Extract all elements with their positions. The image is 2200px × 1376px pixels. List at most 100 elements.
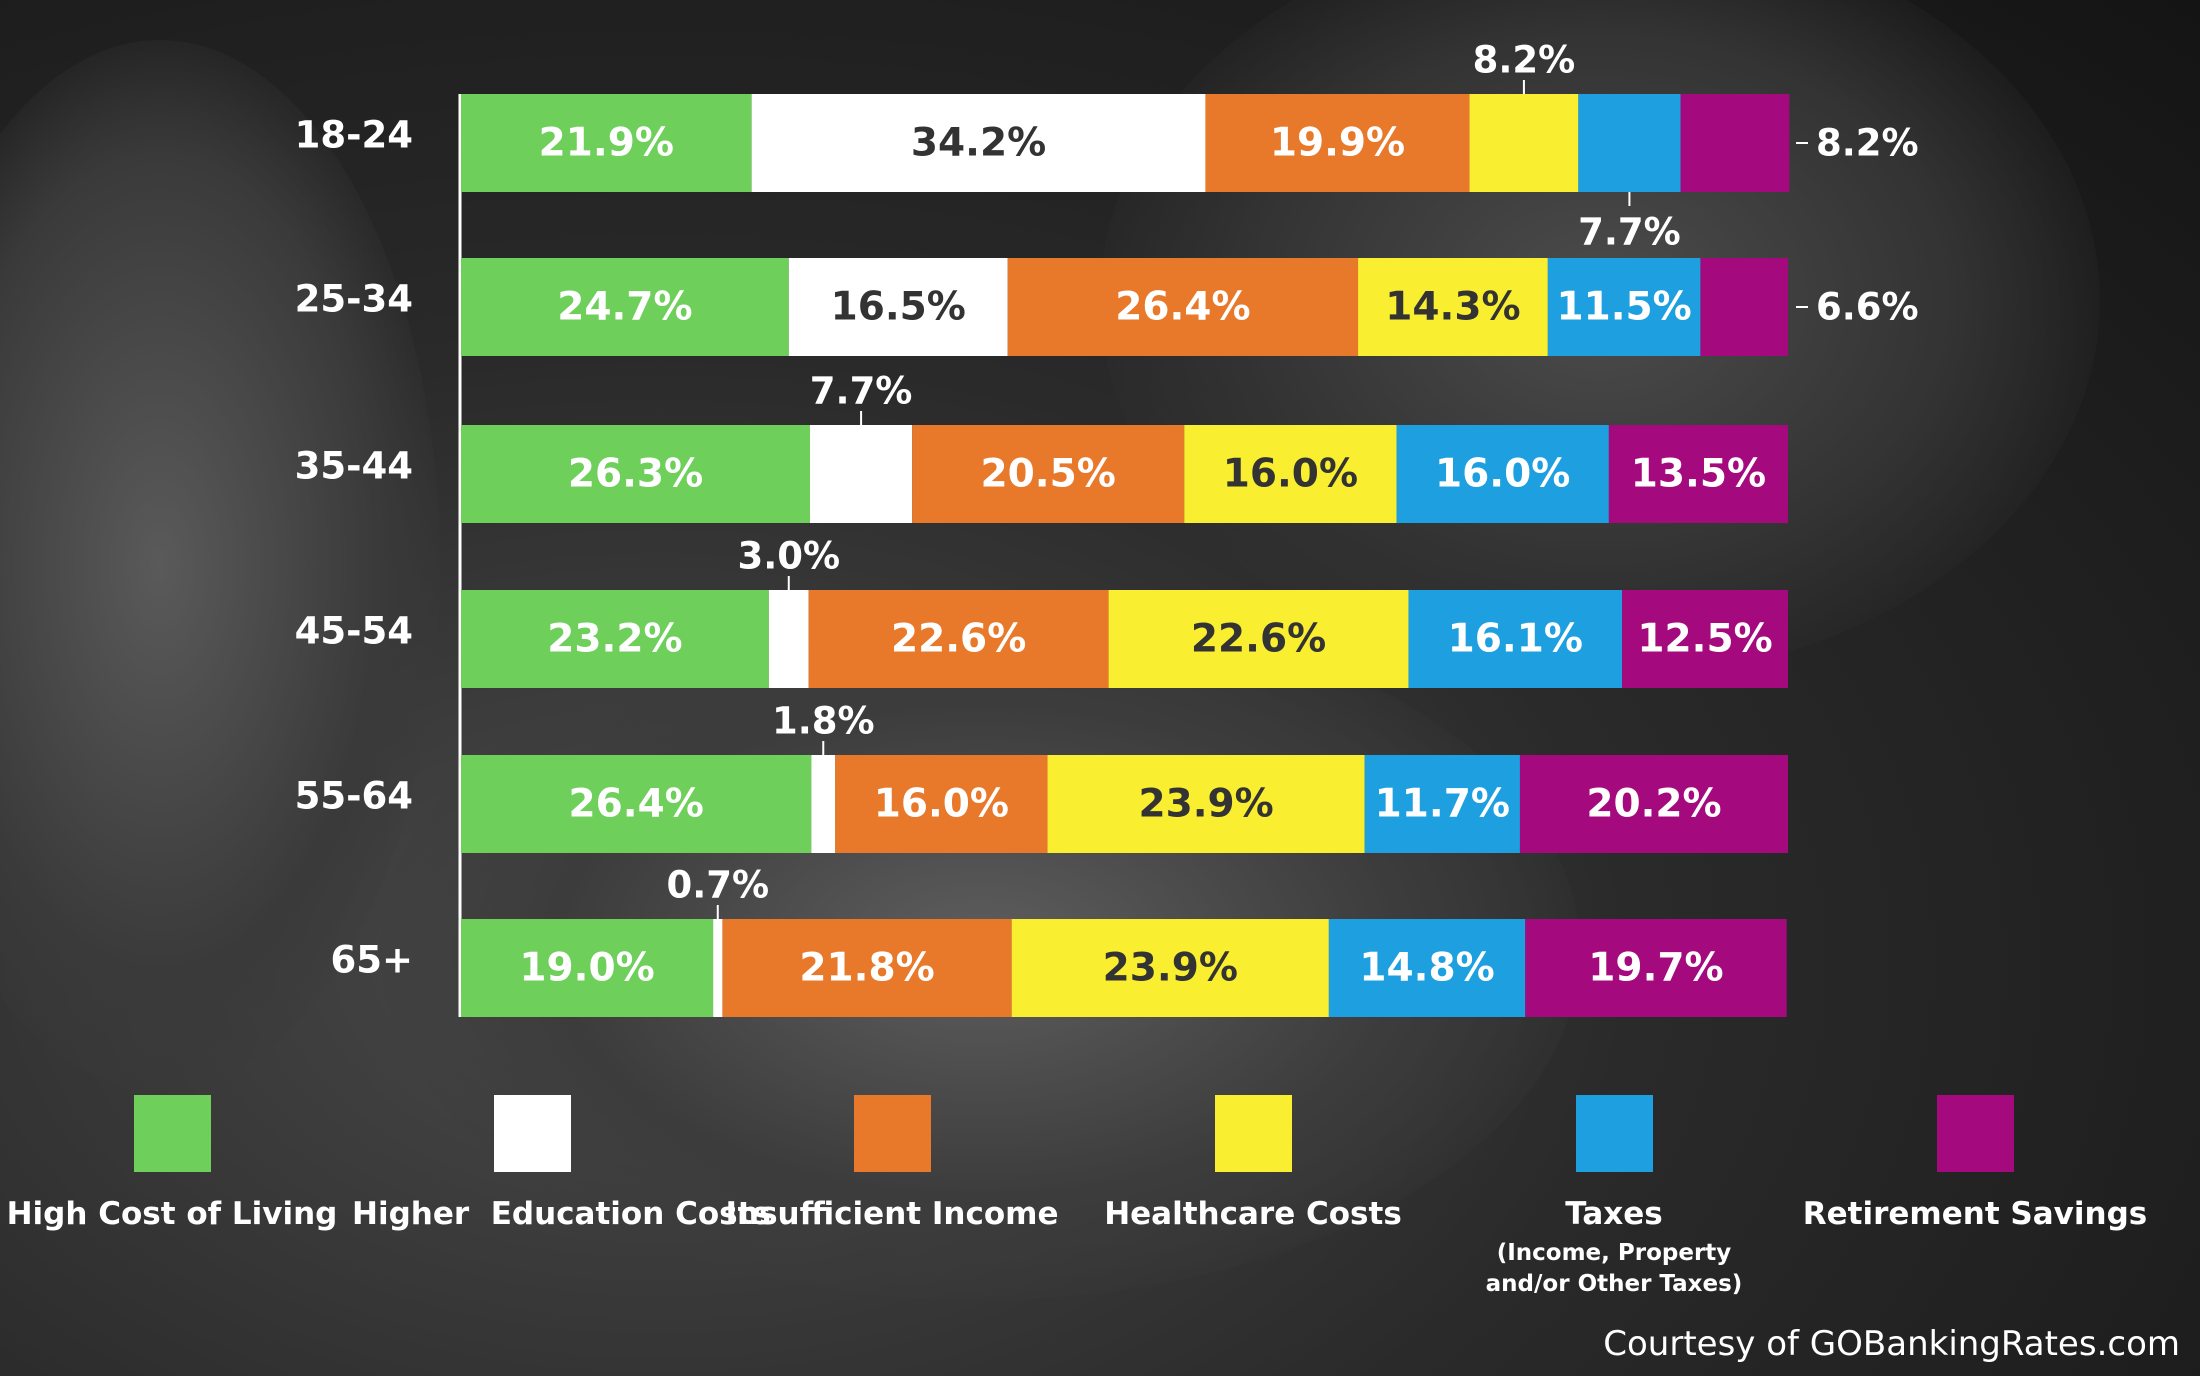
bar-insufficient-income-55-64 (835, 755, 1048, 853)
legend-label-high-cost-of-living: High Cost of Living (6, 1196, 338, 1232)
bar-taxes-25-34 (1547, 258, 1701, 356)
data-label-high-cost-of-living-45-54: 23.2% (547, 617, 682, 662)
legend-swatch-high-cost-of-living (133, 1095, 211, 1172)
bar-healthcare-costs-35-44 (1184, 425, 1397, 523)
data-label-taxes-65: 14.8% (1359, 946, 1494, 991)
bar-healthcare-costs-55-64 (1047, 755, 1365, 853)
legend-item-higher-education-costs: Higher Education Costs (352, 1095, 771, 1232)
bar-healthcare-costs-25-34 (1358, 258, 1548, 356)
y-tick-label-65: 65+ (331, 939, 414, 982)
legend-item-high-cost-of-living: High Cost of Living (0, 1095, 352, 1232)
data-label-insufficient-income-65: 21.8% (799, 946, 934, 991)
bar-healthcare-costs-45-54 (1108, 590, 1409, 688)
data-label-high-cost-of-living-65: 19.0% (519, 946, 654, 991)
legend-label-insufficient-income: Insufficient Income (725, 1196, 1059, 1232)
bar-taxes-65 (1328, 919, 1526, 1017)
data-label-healthcare-costs-18-24: 8.2% (1473, 39, 1576, 82)
bar-retirement-savings-35-44 (1608, 425, 1788, 523)
bar-high-cost-of-living-55-64 (461, 755, 812, 853)
bar-retirement-savings-25-34 (1700, 258, 1788, 356)
bar-healthcare-costs-18-24 (1469, 94, 1579, 192)
data-label-retirement-savings-25-34: 6.6% (1816, 286, 1919, 329)
legend-swatch-higher-education-costs (493, 1095, 571, 1172)
data-label-higher-education-costs-18-24: 34.2% (911, 121, 1046, 166)
legend-item-healthcare-costs: Healthcare Costs (1073, 1095, 1433, 1232)
bar-higher-education-costs-45-54 (768, 590, 809, 688)
bar-retirement-savings-55-64 (1519, 755, 1788, 853)
bar-retirement-savings-65 (1525, 919, 1787, 1017)
data-label-higher-education-costs-45-54: 3.0% (737, 535, 840, 578)
bar-higher-education-costs-18-24 (751, 94, 1206, 192)
legend-swatch-healthcare-costs (1214, 1095, 1292, 1172)
bar-higher-education-costs-25-34 (788, 258, 1008, 356)
y-tick-label-45-54: 45-54 (295, 610, 413, 653)
bar-high-cost-of-living-45-54 (461, 590, 769, 688)
legend-swatch-insufficient-income (853, 1095, 931, 1172)
data-label-high-cost-of-living-35-44: 26.3% (568, 452, 703, 497)
bar-high-cost-of-living-65 (461, 919, 714, 1017)
data-label-healthcare-costs-25-34: 14.3% (1385, 285, 1520, 330)
bar-taxes-45-54 (1408, 590, 1623, 688)
bar-insufficient-income-25-34 (1007, 258, 1359, 356)
bar-healthcare-costs-65 (1011, 919, 1329, 1017)
data-label-retirement-savings-18-24: 8.2% (1816, 122, 1919, 165)
data-label-insufficient-income-35-44: 20.5% (981, 452, 1116, 497)
y-tick-label-35-44: 35-44 (295, 445, 413, 488)
data-label-high-cost-of-living-55-64: 26.4% (569, 782, 704, 827)
data-label-taxes-55-64: 11.7% (1375, 782, 1510, 827)
bar-insufficient-income-45-54 (808, 590, 1109, 688)
y-tick-label-25-34: 25-34 (295, 278, 413, 321)
bar-insufficient-income-35-44 (912, 425, 1185, 523)
data-label-insufficient-income-55-64: 16.0% (874, 782, 1009, 827)
data-label-retirement-savings-45-54: 12.5% (1637, 617, 1772, 662)
legend-item-taxes: Taxes (Income, Property and/or Other Tax… (1434, 1095, 1794, 1300)
bar-taxes-55-64 (1364, 755, 1520, 853)
data-label-healthcare-costs-65: 23.9% (1103, 946, 1238, 991)
data-label-higher-education-costs-65: 0.7% (666, 864, 769, 907)
legend-label-higher-education-costs: Higher Education Costs (352, 1196, 771, 1232)
bar-high-cost-of-living-35-44 (461, 425, 811, 523)
data-label-insufficient-income-45-54: 22.6% (891, 617, 1026, 662)
bar-retirement-savings-18-24 (1680, 94, 1790, 192)
bar-higher-education-costs-35-44 (810, 425, 913, 523)
data-label-insufficient-income-25-34: 26.4% (1115, 285, 1250, 330)
data-label-retirement-savings-35-44: 13.5% (1631, 452, 1766, 497)
legend-sublabel-taxes-line1: (Income, Property (1496, 1240, 1732, 1266)
background-photo-sleeve (0, 40, 440, 1090)
data-label-taxes-35-44: 16.0% (1435, 452, 1570, 497)
data-label-taxes-25-34: 11.5% (1556, 285, 1691, 330)
data-label-taxes-18-24: 7.7% (1578, 211, 1681, 254)
y-tick-label-18-24: 18-24 (295, 114, 413, 157)
bar-insufficient-income-18-24 (1205, 94, 1470, 192)
data-label-higher-education-costs-35-44: 7.7% (810, 370, 913, 413)
bar-higher-education-costs-65 (713, 919, 723, 1017)
bar-higher-education-costs-55-64 (811, 755, 836, 853)
data-label-insufficient-income-18-24: 19.9% (1270, 121, 1405, 166)
data-label-high-cost-of-living-18-24: 21.9% (539, 121, 674, 166)
data-label-healthcare-costs-45-54: 22.6% (1191, 617, 1326, 662)
bar-insufficient-income-65 (722, 919, 1012, 1017)
bar-taxes-18-24 (1578, 94, 1681, 192)
data-label-healthcare-costs-35-44: 16.0% (1223, 452, 1358, 497)
legend-swatch-retirement-savings (1936, 1095, 2014, 1172)
data-label-taxes-45-54: 16.1% (1448, 617, 1583, 662)
data-label-high-cost-of-living-25-34: 24.7% (557, 285, 692, 330)
bar-high-cost-of-living-25-34 (461, 258, 789, 356)
source-credit: Courtesy of GOBankingRates.com (1603, 1324, 2180, 1364)
bar-high-cost-of-living-18-24 (461, 94, 752, 192)
data-label-healthcare-costs-55-64: 23.9% (1138, 782, 1273, 827)
data-label-higher-education-costs-25-34: 16.5% (831, 285, 966, 330)
legend-item-retirement-savings: Retirement Savings (1795, 1095, 2155, 1232)
legend-label-healthcare-costs: Healthcare Costs (1104, 1196, 1402, 1232)
data-label-higher-education-costs-55-64: 1.8% (772, 700, 875, 743)
bar-retirement-savings-45-54 (1622, 590, 1788, 688)
legend-label-retirement-savings: Retirement Savings (1802, 1196, 2148, 1232)
legend-swatch-taxes (1575, 1095, 1653, 1172)
legend-label-taxes: Taxes (1565, 1196, 1663, 1232)
data-label-retirement-savings-55-64: 20.2% (1586, 782, 1721, 827)
data-label-retirement-savings-65: 19.7% (1588, 946, 1723, 991)
bar-taxes-35-44 (1396, 425, 1609, 523)
y-tick-label-55-64: 55-64 (295, 775, 413, 818)
